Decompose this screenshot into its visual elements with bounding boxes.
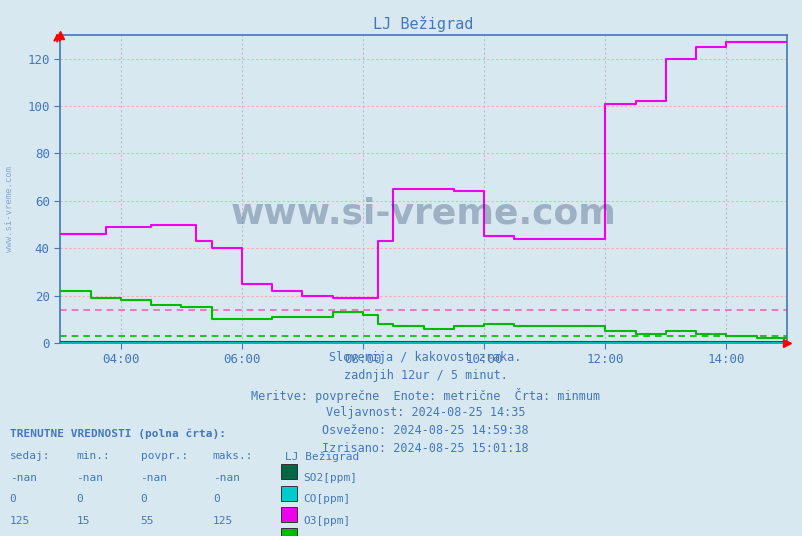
- Text: maks.:: maks.:: [213, 451, 253, 461]
- Text: CO[ppm]: CO[ppm]: [303, 494, 350, 504]
- Text: -nan: -nan: [213, 473, 240, 483]
- Text: www.si-vreme.com: www.si-vreme.com: [5, 166, 14, 252]
- Text: LJ Bežigrad: LJ Bežigrad: [285, 451, 358, 462]
- Text: Meritve: povprečne  Enote: metrične  Črta: minmum: Meritve: povprečne Enote: metrične Črta:…: [251, 388, 599, 403]
- Text: 125: 125: [213, 516, 233, 526]
- Text: zadnjih 12ur / 5 minut.: zadnjih 12ur / 5 minut.: [343, 369, 507, 382]
- Text: Slovenija / kakovost zraka.: Slovenija / kakovost zraka.: [329, 351, 521, 364]
- Title: LJ Bežigrad: LJ Bežigrad: [373, 16, 473, 32]
- Text: Veljavnost: 2024-08-25 14:35: Veljavnost: 2024-08-25 14:35: [326, 406, 525, 419]
- Text: povpr.:: povpr.:: [140, 451, 188, 461]
- Text: -nan: -nan: [10, 473, 37, 483]
- Text: TRENUTNE VREDNOSTI (polna črta):: TRENUTNE VREDNOSTI (polna črta):: [10, 429, 225, 440]
- Text: 15: 15: [76, 516, 90, 526]
- Text: 0: 0: [140, 494, 147, 504]
- Text: Izrisano: 2024-08-25 15:01:18: Izrisano: 2024-08-25 15:01:18: [322, 442, 529, 455]
- Text: -nan: -nan: [140, 473, 168, 483]
- Text: 0: 0: [213, 494, 219, 504]
- Text: Osveženo: 2024-08-25 14:59:38: Osveženo: 2024-08-25 14:59:38: [322, 424, 529, 437]
- Text: www.si-vreme.com: www.si-vreme.com: [230, 197, 616, 230]
- Text: O3[ppm]: O3[ppm]: [303, 516, 350, 526]
- Text: 0: 0: [10, 494, 16, 504]
- Text: SO2[ppm]: SO2[ppm]: [303, 473, 357, 483]
- Text: 0: 0: [76, 494, 83, 504]
- Text: sedaj:: sedaj:: [10, 451, 50, 461]
- Text: -nan: -nan: [76, 473, 103, 483]
- Text: 125: 125: [10, 516, 30, 526]
- Text: 55: 55: [140, 516, 154, 526]
- Text: min.:: min.:: [76, 451, 110, 461]
